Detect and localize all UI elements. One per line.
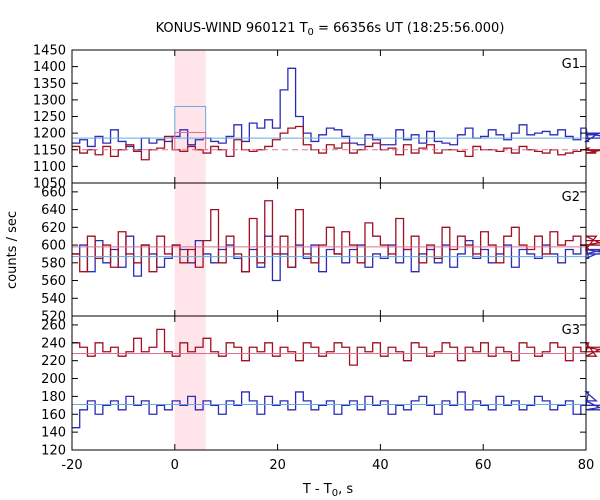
g1-ytick-label: 1100	[33, 160, 66, 175]
g3-panel-label: G3	[562, 323, 580, 338]
data-layer	[72, 67, 600, 429]
x-tick-label: 0	[171, 458, 179, 473]
g1-histogram-2	[72, 125, 600, 161]
g2-histogram-1	[72, 235, 600, 282]
y-axis-label: counts / sec	[5, 211, 20, 289]
g1-burst-level-4	[174, 131, 207, 150]
axes-layer: 105011001150120012501300135014001450G152…	[33, 44, 594, 474]
g1-ytick-label: 1400	[33, 60, 66, 75]
g3-ytick-label: 180	[41, 390, 66, 405]
g2-ytick-label: 560	[41, 274, 66, 289]
x-tick-label: 40	[372, 458, 389, 473]
g1-burst-level-3	[174, 106, 207, 139]
g3-histogram-2	[72, 328, 600, 366]
g1-histogram-1	[72, 67, 600, 151]
g3-histogram-1	[72, 391, 600, 429]
x-tick-label: -20	[61, 458, 82, 473]
g3-ytick-label: 160	[41, 408, 66, 423]
g1-ytick-label: 1050	[33, 177, 66, 192]
g1-panel-label: G1	[562, 57, 580, 72]
g2-panel-label: G2	[562, 190, 580, 205]
g3-ytick-label: 220	[41, 354, 66, 369]
chart-title: KONUS-WIND 960121 T0 = 66356s UT (18:25:…	[156, 21, 505, 38]
g1-panel-frame	[71, 49, 587, 184]
g2-ytick-label: 620	[41, 221, 66, 236]
g2-ytick-label: 520	[41, 310, 66, 325]
g2-ytick-label: 640	[41, 203, 66, 218]
g2-histogram-2	[72, 200, 600, 273]
g3-ytick-label: 200	[41, 372, 66, 387]
g2-ytick-label: 600	[41, 239, 66, 254]
g3-ytick-label: 240	[41, 336, 66, 351]
g1-ytick-label: 1200	[33, 127, 66, 142]
g3-ytick-label: 140	[41, 426, 66, 441]
x-tick-label: 20	[269, 458, 286, 473]
g1-ytick-label: 1300	[33, 93, 66, 108]
g1-ytick-label: 1450	[33, 44, 66, 59]
g2-ytick-label: 540	[41, 292, 66, 307]
g1-ytick-label: 1350	[33, 77, 66, 92]
g3-ytick-label: 120	[41, 444, 66, 459]
x-axis-label: T - T0, s	[302, 482, 353, 499]
g3-panel-frame	[71, 315, 587, 451]
g1-ytick-label: 1150	[33, 143, 66, 158]
x-tick-label: 80	[578, 458, 595, 473]
x-tick-label: 60	[475, 458, 492, 473]
g3-ytick-label: 260	[41, 318, 66, 333]
g1-ytick-label: 1250	[33, 110, 66, 125]
g2-ytick-label: 580	[41, 256, 66, 271]
g2-ytick-label: 660	[41, 185, 66, 200]
